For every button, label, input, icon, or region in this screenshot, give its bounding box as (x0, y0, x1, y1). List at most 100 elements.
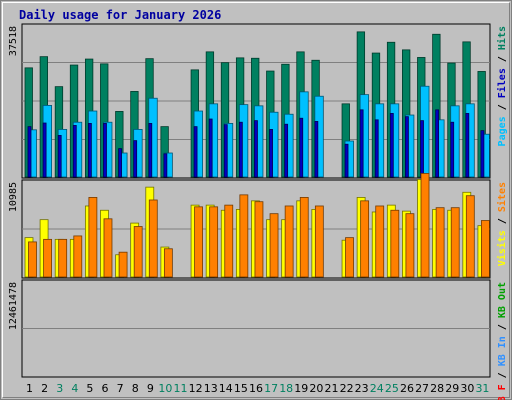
day-label: 7 (117, 382, 124, 395)
bar-files (72, 125, 77, 178)
day-label: 21 (324, 382, 338, 395)
legend-entry: Sites (496, 182, 508, 212)
bar-files (193, 126, 198, 178)
bar-sites (269, 213, 279, 278)
bar-sites (405, 213, 415, 278)
legend-entry: Files (496, 68, 508, 98)
legend-entry: KB F (497, 384, 508, 400)
bar-files (374, 119, 379, 178)
day-label: 18 (279, 382, 293, 395)
day-label: 8 (132, 382, 139, 395)
bar-files (57, 135, 62, 178)
day-label: 24 (370, 382, 384, 395)
legend-entry: Visits (496, 230, 508, 266)
legend-entry: KB Out (497, 282, 508, 318)
day-label: 3 (56, 382, 63, 395)
legend-entry: Hits (496, 26, 508, 50)
bar-files (359, 109, 364, 178)
day-label: 28 (430, 382, 444, 395)
panel-kbf-kbin-kbout: 12461478 KB F / KB In / KB Out (8, 279, 508, 400)
bar-sites (224, 204, 234, 278)
bar-files (389, 113, 394, 178)
bar-sites (390, 209, 400, 278)
legend-entry: Pages (497, 116, 508, 146)
max-value-label: 12461478 (8, 282, 19, 330)
day-label: 16 (249, 382, 263, 395)
bar-sites (73, 235, 83, 278)
legend-entry: / (497, 212, 508, 230)
bar-sites (194, 206, 203, 278)
day-label: 19 (294, 382, 308, 395)
bar-sites (450, 207, 460, 278)
bar-sites (314, 205, 324, 278)
bar-sites (103, 218, 113, 278)
day-label: 26 (400, 382, 414, 395)
bar-sites (254, 201, 264, 278)
bar-sites (375, 205, 385, 278)
series-legend: Pages / Files / Hits (496, 26, 508, 146)
day-label: 13 (204, 382, 218, 395)
day-label: 2 (41, 382, 48, 395)
bar-files (103, 123, 107, 178)
bar-files (435, 109, 440, 178)
day-label: 17 (264, 382, 278, 395)
bar-sites (88, 197, 98, 278)
bar-sites (239, 194, 249, 278)
max-value-label: 37518 (8, 26, 19, 56)
bar-sites (28, 241, 37, 278)
bar-files (450, 121, 455, 178)
day-label: 10 (158, 382, 172, 395)
bar-files (465, 113, 470, 178)
bar-sites (345, 237, 354, 278)
bar-sites (481, 220, 490, 278)
bar-files (208, 118, 213, 178)
day-label: 5 (86, 382, 93, 395)
day-label: 22 (340, 382, 354, 395)
day-label: 20 (309, 382, 323, 395)
bar-sites (118, 251, 128, 278)
bar-files (314, 121, 319, 178)
day-label: 15 (234, 382, 248, 395)
bar-files (238, 121, 243, 178)
panel-visits-sites: 10985 Visits / Sites (8, 173, 508, 279)
bar-files (405, 116, 409, 178)
bar-sites (420, 173, 430, 278)
day-label: 4 (71, 382, 78, 395)
bar-files (299, 117, 304, 178)
legend-entry: KB In (497, 336, 508, 366)
legend-entry: / (497, 98, 508, 116)
bar-files (254, 120, 258, 178)
legend-entry: / (497, 50, 508, 68)
day-label: 9 (147, 382, 154, 395)
bar-files (269, 129, 273, 178)
bar-sites (209, 206, 219, 278)
bar-sites (465, 195, 475, 278)
bar-sites (299, 197, 309, 278)
bar-files (133, 140, 138, 178)
day-axis: 1 2 3 4 5 6 7 8 9 10 11 12 13 14 15 16 17 18 19 20 21 22 23 24 2… (26, 382, 489, 395)
bar-files (148, 123, 153, 178)
day-label: 29 (445, 382, 459, 395)
bar-files (27, 126, 32, 178)
max-value-label: 10985 (8, 182, 19, 212)
day-label: 25 (385, 382, 399, 395)
day-label: 11 (174, 382, 188, 395)
bar-files (163, 153, 168, 178)
bar-sites (163, 248, 173, 278)
bar-sites (133, 226, 143, 278)
series-legend: KB F / KB In / KB Out (497, 282, 508, 400)
chart-title: Daily usage for January 2026 (19, 8, 221, 22)
day-label: 12 (189, 382, 203, 395)
day-label: 27 (415, 382, 429, 395)
bar-sites (58, 238, 68, 278)
bar-files (284, 123, 289, 178)
bar-files (118, 148, 122, 178)
bar-sites (284, 205, 294, 278)
bar-files (87, 123, 92, 178)
bar-sites (435, 207, 445, 278)
day-label: 31 (475, 382, 489, 395)
legend-entry: / (497, 366, 508, 384)
bar-files (480, 130, 485, 178)
